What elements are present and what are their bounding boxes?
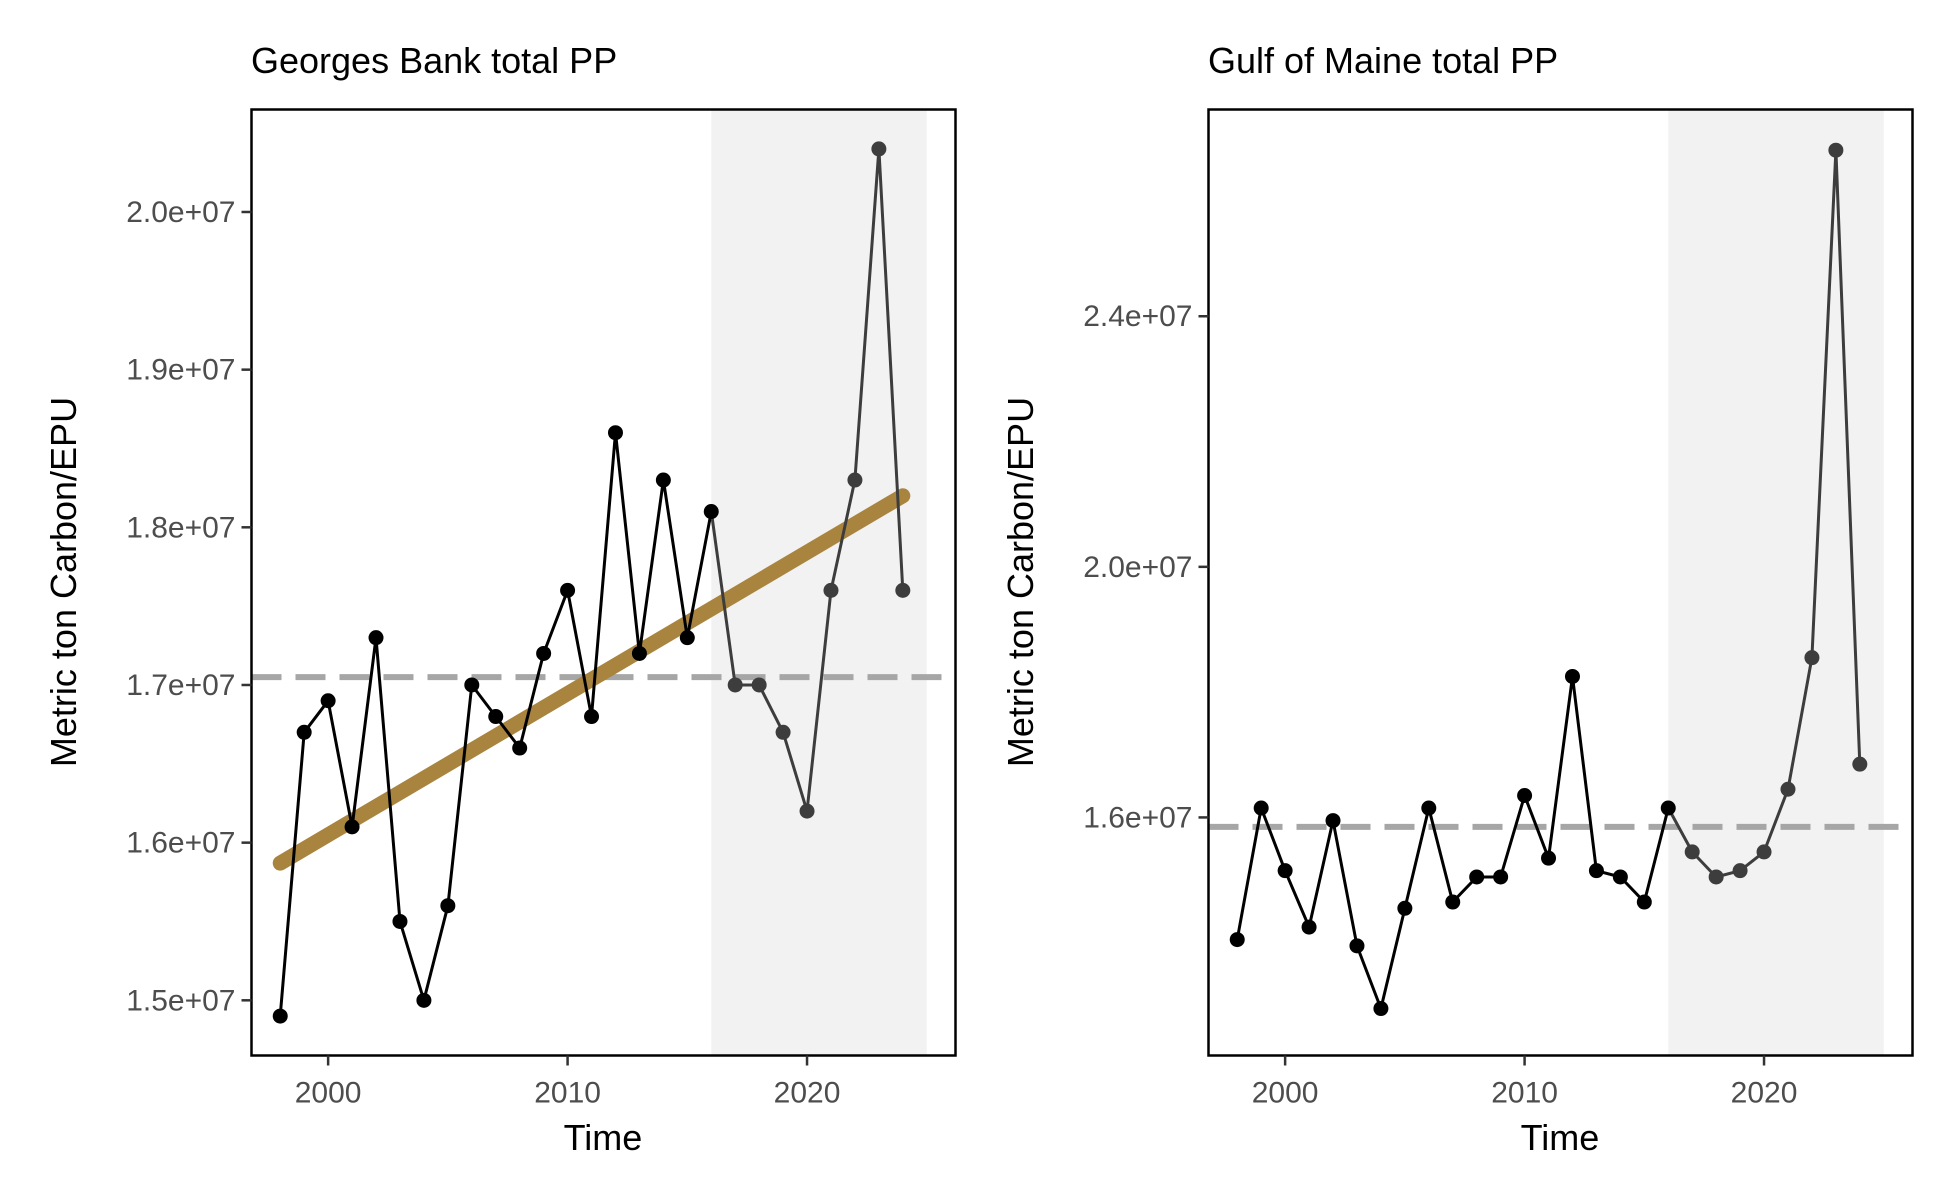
data-point: [1541, 850, 1557, 866]
data-point: [320, 693, 336, 709]
data-point: [1277, 863, 1293, 879]
data-point: [464, 677, 480, 693]
data-point: [1349, 938, 1365, 954]
trend-line: [272, 488, 911, 871]
data-point: [272, 1008, 288, 1024]
x-tick-label: 2000: [1252, 1077, 1319, 1110]
data-point: [1325, 813, 1341, 829]
y-tick-label: 2.0e+07: [126, 196, 235, 229]
data-point: [1660, 800, 1676, 816]
data-point: [1804, 650, 1820, 666]
data-point: [871, 141, 887, 157]
data-point: [1756, 844, 1772, 860]
x-tick-label: 2020: [1731, 1077, 1798, 1110]
data-point: [1301, 919, 1317, 935]
data-point: [1445, 894, 1461, 910]
data-point: [679, 630, 695, 646]
x-tick-label: 2000: [295, 1077, 362, 1110]
data-point: [1373, 1001, 1389, 1017]
y-tick-label: 1.8e+07: [126, 511, 235, 544]
data-point: [1684, 844, 1700, 860]
data-point: [607, 425, 623, 441]
data-point: [1564, 668, 1580, 684]
data-point: [895, 582, 911, 598]
y-tick-label: 1.9e+07: [126, 354, 235, 387]
plot-area: [251, 109, 956, 1056]
plot-frame: [250, 108, 957, 1057]
data-point: [1469, 869, 1485, 885]
data-point: [775, 724, 791, 740]
panel-gulf-of-maine: Gulf of Maine total PP Time Metric ton C…: [1000, 40, 1914, 1158]
data-point: [751, 677, 767, 693]
x-tick-label: 2010: [1491, 1077, 1558, 1110]
data-point: [703, 504, 719, 520]
y-tick-label: 2.4e+07: [1083, 300, 1192, 333]
data-point: [488, 709, 504, 725]
data-point: [1253, 800, 1269, 816]
data-point: [440, 898, 456, 914]
panel-title: Georges Bank total PP: [251, 40, 617, 81]
data-point: [1493, 869, 1509, 885]
y-tick-label: 1.5e+07: [126, 984, 235, 1017]
data-point: [1828, 142, 1844, 158]
panel-georges-bank: Georges Bank total PP Time Metric ton Ca…: [43, 40, 957, 1158]
data-point: [1708, 869, 1724, 885]
data-point: [1636, 894, 1652, 910]
data-point: [368, 630, 384, 646]
x-axis-title: Time: [1521, 1117, 1600, 1158]
data-point: [560, 582, 576, 598]
data-point: [1852, 756, 1868, 772]
data-point: [392, 913, 408, 929]
data-point: [416, 992, 432, 1008]
x-tick-label: 2020: [774, 1077, 841, 1110]
data-point: [1612, 869, 1628, 885]
y-tick-label: 2.0e+07: [1083, 551, 1192, 584]
plot-area: [1208, 109, 1913, 1056]
data-point: [1229, 932, 1245, 948]
data-point: [536, 645, 552, 661]
y-axis-title: Metric ton Carbon/EPU: [1000, 397, 1041, 767]
data-point: [584, 709, 600, 725]
data-point: [847, 472, 863, 488]
data-point: [296, 724, 312, 740]
data-point: [1780, 781, 1796, 797]
y-tick-label: 1.7e+07: [126, 669, 235, 702]
y-tick-label: 1.6e+07: [126, 827, 235, 860]
data-point: [655, 472, 671, 488]
x-axis-title: Time: [564, 1117, 643, 1158]
panel-title: Gulf of Maine total PP: [1208, 40, 1558, 81]
data-point: [1517, 788, 1533, 804]
data-point: [344, 819, 360, 835]
data-point: [727, 677, 743, 693]
x-tick-label: 2010: [534, 1077, 601, 1110]
data-point: [799, 803, 815, 819]
y-tick-label: 1.6e+07: [1083, 801, 1192, 834]
data-point: [1421, 800, 1437, 816]
plot-frame: [1207, 108, 1914, 1057]
recent-period-shading: [1668, 109, 1884, 1056]
data-point: [823, 582, 839, 598]
data-point: [512, 740, 528, 756]
data-point: [1588, 863, 1604, 879]
data-point: [1397, 900, 1413, 916]
y-axis-title: Metric ton Carbon/EPU: [43, 397, 84, 767]
data-point: [1732, 863, 1748, 879]
data-point: [631, 645, 647, 661]
